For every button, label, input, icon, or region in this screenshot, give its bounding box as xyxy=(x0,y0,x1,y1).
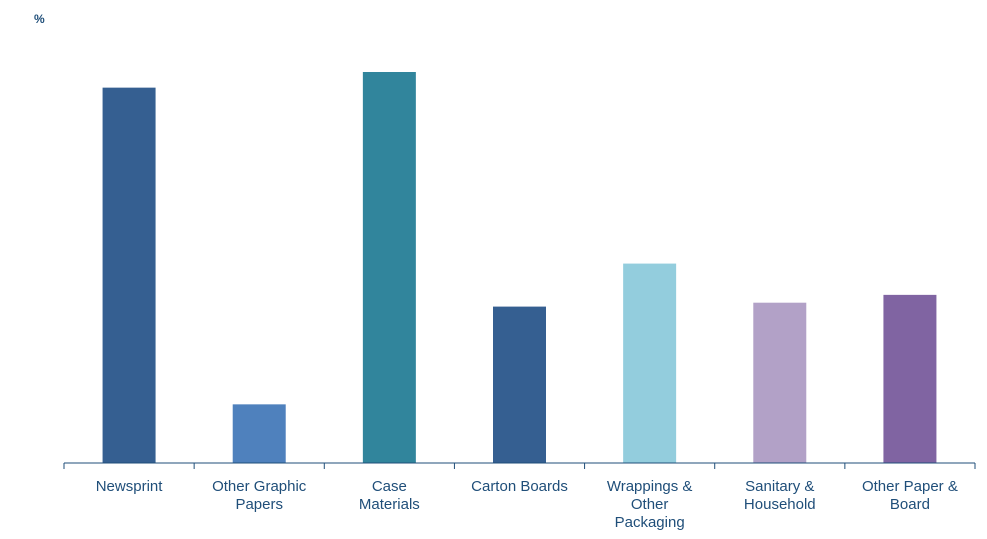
x-tick-label-line: Other Graphic xyxy=(212,478,307,495)
x-tick-label-line: Sanitary & xyxy=(745,478,814,495)
bar-3 xyxy=(493,306,546,463)
bar-1 xyxy=(232,404,286,463)
x-tick-label-line: Wrappings & xyxy=(607,478,693,495)
x-tick-label-1: Other Graphic Papers xyxy=(212,478,307,513)
bar-2 xyxy=(362,72,416,463)
bar-4 xyxy=(623,263,677,463)
x-axis-labels: Newsprint Other Graphic Papers Case Material… xyxy=(96,478,958,531)
x-tick-label-3: Carton Boards xyxy=(471,478,568,495)
x-tick-label-line: Other Paper & xyxy=(862,478,958,495)
x-tick-label-line: Materials xyxy=(359,496,420,513)
x-tick-label-line: Newsprint xyxy=(96,478,164,495)
bar-6 xyxy=(883,294,937,463)
bar-5 xyxy=(753,302,807,463)
y-axis-label: % xyxy=(34,12,45,26)
x-tick-label-line: Carton Boards xyxy=(471,478,568,495)
x-axis-ticks xyxy=(63,463,976,469)
x-tick-label-6: Other Paper & Board xyxy=(862,478,958,513)
x-tick-label-line: Case xyxy=(372,478,407,495)
bars xyxy=(102,72,937,463)
x-tick-label-line: Packaging xyxy=(615,514,685,531)
x-tick-label-line: Board xyxy=(890,496,930,513)
x-tick-label-4: Wrappings & Other Packaging xyxy=(607,478,693,531)
x-tick-label-5: Sanitary & Household xyxy=(744,478,816,513)
x-tick-label-0: Newsprint xyxy=(96,478,164,495)
x-tick-label-line: Other xyxy=(631,496,669,513)
x-tick-label-line: Household xyxy=(744,496,816,513)
x-tick-label-2: Case Materials xyxy=(359,478,420,513)
bar-0 xyxy=(102,87,156,463)
x-tick-label-line: Papers xyxy=(235,496,283,513)
